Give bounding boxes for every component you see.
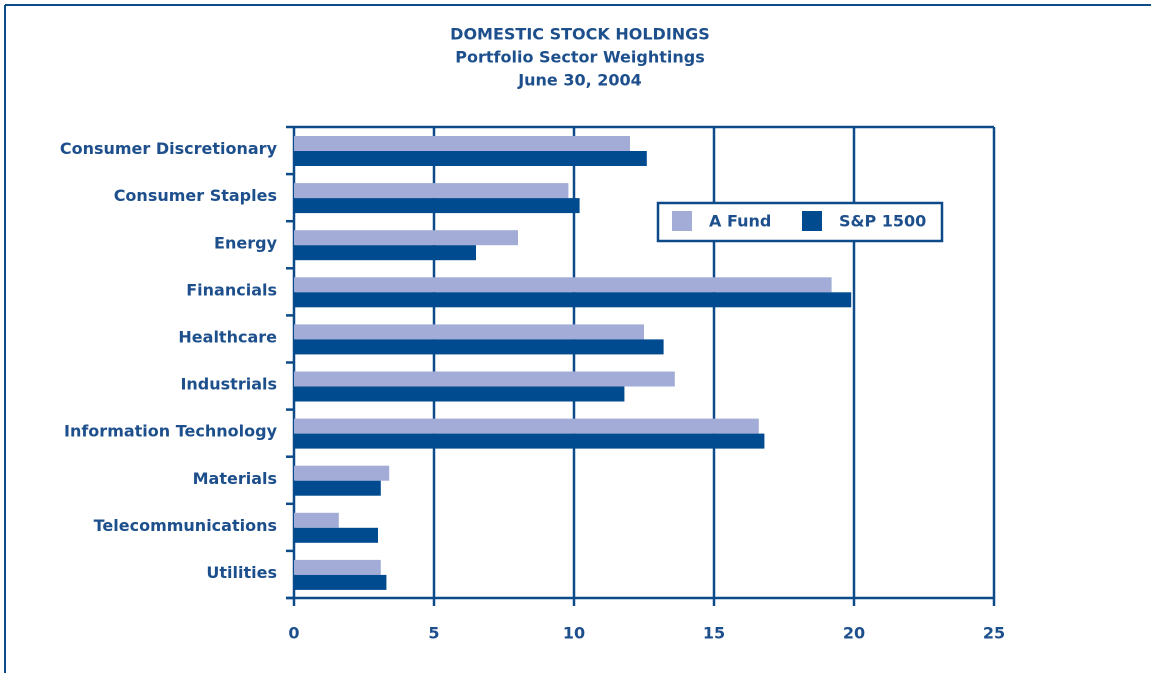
y-tick-label: Materials — [193, 469, 277, 488]
y-tick-label: Information Technology — [64, 422, 278, 441]
chart-subtitle: Portfolio Sector Weightings — [455, 48, 704, 67]
x-tick-label: 0 — [288, 624, 299, 643]
x-tick-label: 15 — [703, 624, 725, 643]
bar — [294, 480, 381, 496]
x-tick-label: 5 — [428, 624, 439, 643]
bar — [294, 371, 675, 387]
y-tick-label: Energy — [214, 233, 278, 252]
bar — [294, 386, 625, 402]
x-tick-label: 25 — [983, 624, 1005, 643]
bar — [294, 183, 569, 199]
bar — [294, 245, 476, 261]
bar — [294, 230, 518, 246]
y-tick-label: Financials — [186, 280, 277, 299]
y-tick-label: Consumer Staples — [114, 186, 277, 205]
y-tick-label: Industrials — [180, 375, 277, 394]
bar — [294, 151, 647, 166]
bar — [294, 198, 580, 214]
legend-swatch — [802, 211, 822, 231]
bar — [294, 324, 644, 340]
bar — [294, 292, 852, 308]
y-tick-label: Telecommunications — [94, 516, 277, 535]
x-tick-label: 20 — [843, 624, 865, 643]
legend-swatch — [672, 211, 692, 231]
bar — [294, 559, 381, 575]
bar — [294, 418, 759, 434]
x-tick-label: 10 — [563, 624, 585, 643]
chart-date: June 30, 2004 — [517, 71, 642, 90]
bar — [294, 339, 664, 355]
legend-box — [656, 201, 944, 243]
bar — [294, 527, 378, 543]
chart-title: DOMESTIC STOCK HOLDINGS — [450, 25, 710, 44]
bar — [294, 433, 765, 449]
legend-label: S&P 1500 — [839, 212, 926, 231]
y-tick-label: Healthcare — [178, 327, 277, 346]
bar — [294, 465, 390, 481]
bar — [294, 574, 387, 590]
bar — [294, 512, 339, 528]
bar — [294, 136, 630, 151]
y-tick-label: Consumer Discretionary — [60, 139, 278, 158]
y-tick-label: Utilities — [206, 563, 277, 582]
bar — [294, 277, 832, 293]
legend-label: A Fund — [709, 212, 771, 231]
